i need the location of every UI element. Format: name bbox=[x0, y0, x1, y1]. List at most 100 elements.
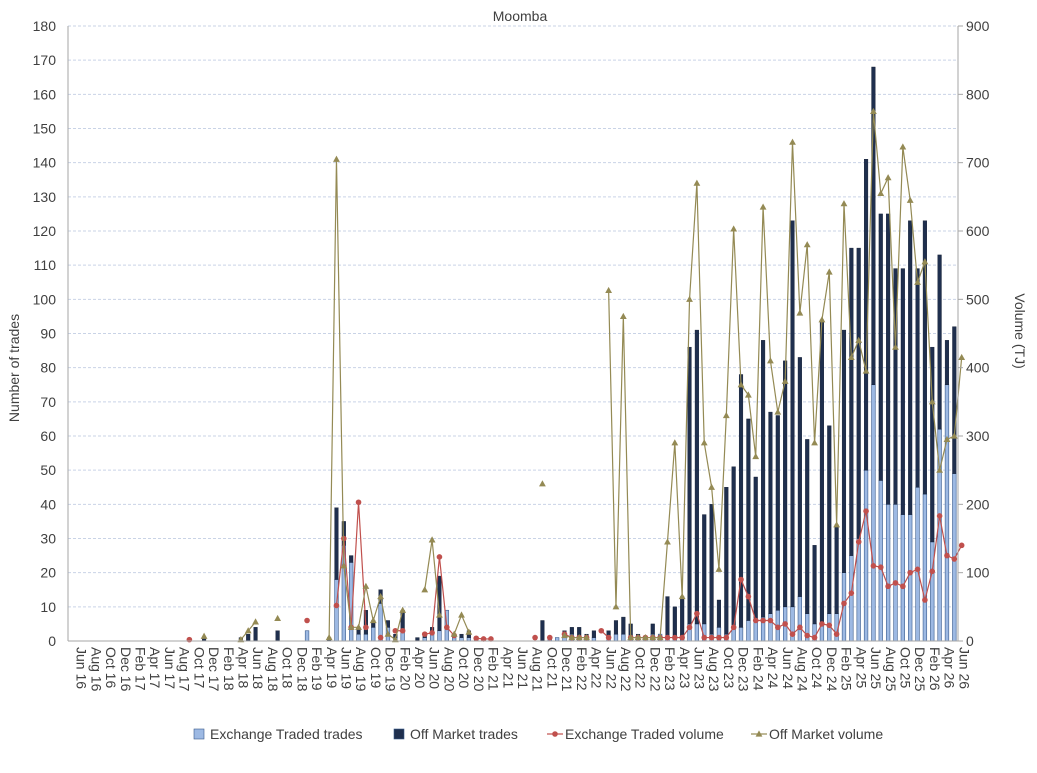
point-off-market-volume bbox=[825, 268, 833, 275]
bar-off-market-trades bbox=[893, 268, 898, 505]
y2-tick-label: 100 bbox=[966, 565, 990, 581]
point-off-market-volume bbox=[906, 196, 914, 203]
bar-off-market-trades bbox=[275, 630, 280, 642]
point-exchange-traded-volume bbox=[826, 622, 833, 629]
x-tick-label: Dec 22 bbox=[647, 647, 663, 692]
x-tick-label: Oct 24 bbox=[809, 647, 825, 688]
point-exchange-traded-volume bbox=[679, 634, 685, 641]
x-tick-label: Oct 18 bbox=[280, 647, 296, 688]
bar-exchange-traded-trades bbox=[371, 627, 376, 642]
bar-off-market-trades bbox=[665, 596, 670, 638]
point-off-market-volume bbox=[730, 225, 738, 232]
y-tick-label: 130 bbox=[33, 189, 57, 205]
y-tick-label: 0 bbox=[48, 633, 56, 649]
bar-exchange-traded-trades bbox=[459, 637, 464, 642]
y-tick-label: 140 bbox=[33, 155, 57, 171]
bar-exchange-traded-trades bbox=[356, 633, 361, 642]
point-off-market-volume bbox=[950, 432, 958, 439]
bar-exchange-traded-trades bbox=[613, 633, 619, 642]
bar-off-market-trades bbox=[702, 514, 707, 625]
point-off-market-volume bbox=[671, 439, 679, 446]
x-tick-label: Apr 23 bbox=[677, 647, 693, 688]
bar-off-market-trades bbox=[746, 418, 751, 621]
point-off-market-volume bbox=[561, 631, 568, 639]
point-exchange-traded-volume bbox=[598, 627, 605, 634]
x-tick-label: Apr 22 bbox=[589, 647, 605, 688]
point-exchange-traded-volume bbox=[929, 568, 936, 575]
point-exchange-traded-volume bbox=[694, 610, 700, 617]
x-tick-label: Apr 21 bbox=[500, 647, 516, 688]
point-exchange-traded-volume bbox=[532, 634, 538, 641]
x-tick-label: Oct 23 bbox=[721, 647, 737, 688]
x-tick-label: Jun 16 bbox=[74, 647, 90, 689]
x-tick-label: Feb 26 bbox=[927, 647, 943, 691]
point-off-market-volume bbox=[377, 592, 385, 600]
y2-tick-label: 300 bbox=[966, 428, 990, 444]
x-tick-label: Oct 16 bbox=[103, 647, 119, 688]
point-off-market-volume bbox=[921, 258, 929, 265]
bar-off-market-trades bbox=[253, 627, 258, 642]
y-axis-title: Number of trades bbox=[6, 314, 22, 422]
x-tick-label: Apr 20 bbox=[412, 647, 428, 688]
point-off-market-volume bbox=[605, 286, 613, 294]
y2-tick-label: 600 bbox=[966, 223, 990, 239]
point-exchange-traded-volume bbox=[436, 554, 443, 560]
bar-off-market-trades bbox=[591, 630, 596, 638]
bar-off-market-trades bbox=[878, 213, 883, 481]
point-exchange-traded-volume bbox=[936, 513, 943, 519]
bar-exchange-traded-trades bbox=[621, 633, 626, 642]
point-exchange-traded-volume bbox=[672, 634, 678, 641]
point-exchange-traded-volume bbox=[480, 636, 487, 642]
x-tick-label: Feb 23 bbox=[662, 647, 678, 691]
x-tick-label: Dec 18 bbox=[294, 647, 310, 692]
point-exchange-traded-volume bbox=[399, 627, 406, 634]
point-exchange-traded-volume bbox=[421, 631, 428, 637]
bar-exchange-traded-trades bbox=[363, 633, 369, 642]
legend-exchange-traded-volume-marker bbox=[552, 731, 558, 737]
x-tick-label: Dec 19 bbox=[383, 647, 399, 692]
bar-off-market-trades bbox=[886, 213, 891, 505]
bar-off-market-trades bbox=[768, 411, 773, 614]
point-off-market-volume bbox=[649, 633, 657, 641]
bar-off-market-trades bbox=[694, 329, 699, 625]
point-off-market-volume bbox=[333, 155, 340, 162]
point-exchange-traded-volume bbox=[804, 632, 811, 639]
point-off-market-volume bbox=[928, 398, 936, 405]
point-exchange-traded-volume bbox=[789, 631, 796, 637]
gridlines bbox=[68, 25, 958, 608]
point-off-market-volume bbox=[811, 439, 818, 446]
point-exchange-traded-volume bbox=[752, 617, 759, 624]
bar-off-market-trades bbox=[797, 357, 802, 597]
bar-exchange-traded-trades bbox=[466, 637, 472, 642]
bar-off-market-trades bbox=[900, 268, 905, 515]
point-off-market-volume bbox=[759, 203, 767, 210]
point-exchange-traded-volume bbox=[701, 634, 708, 641]
bar-off-market-trades bbox=[334, 507, 339, 580]
x-tick-label: Jun 21 bbox=[515, 647, 531, 689]
bar-off-market-trades bbox=[687, 346, 692, 625]
point-exchange-traded-volume bbox=[907, 569, 913, 576]
y-tick-label: 10 bbox=[40, 599, 56, 615]
point-exchange-traded-volume bbox=[944, 552, 950, 559]
x-tick-label: Aug 25 bbox=[883, 647, 899, 692]
point-off-market-volume bbox=[737, 381, 745, 388]
point-exchange-traded-volume bbox=[767, 617, 774, 624]
x-tick-label: Dec 16 bbox=[118, 647, 134, 692]
bar-off-market-trades bbox=[724, 487, 729, 635]
x-tick-label: Dec 23 bbox=[736, 647, 752, 692]
point-exchange-traded-volume bbox=[863, 508, 869, 514]
bar-exchange-traded-trades bbox=[304, 630, 310, 642]
bar-off-market-trades bbox=[540, 620, 545, 642]
bar-exchange-traded-trades bbox=[863, 469, 869, 642]
x-tick-label: Aug 21 bbox=[530, 647, 546, 692]
bar-exchange-traded-trades bbox=[437, 630, 442, 642]
point-off-market-volume bbox=[855, 336, 863, 343]
point-exchange-traded-volume bbox=[473, 635, 480, 642]
x-tick-label: Jun 20 bbox=[427, 647, 443, 689]
point-off-market-volume bbox=[700, 439, 708, 446]
bar-off-market-trades bbox=[849, 247, 854, 556]
bar-off-market-trades bbox=[871, 66, 876, 385]
x-tick-label: Jun 17 bbox=[162, 647, 178, 689]
x-tick-label: Jun 22 bbox=[603, 647, 619, 689]
point-off-market-volume bbox=[612, 603, 620, 610]
